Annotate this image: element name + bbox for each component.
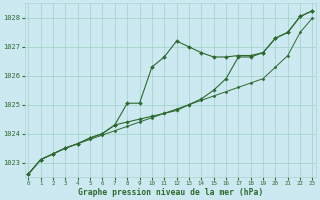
X-axis label: Graphe pression niveau de la mer (hPa): Graphe pression niveau de la mer (hPa)	[78, 188, 263, 197]
